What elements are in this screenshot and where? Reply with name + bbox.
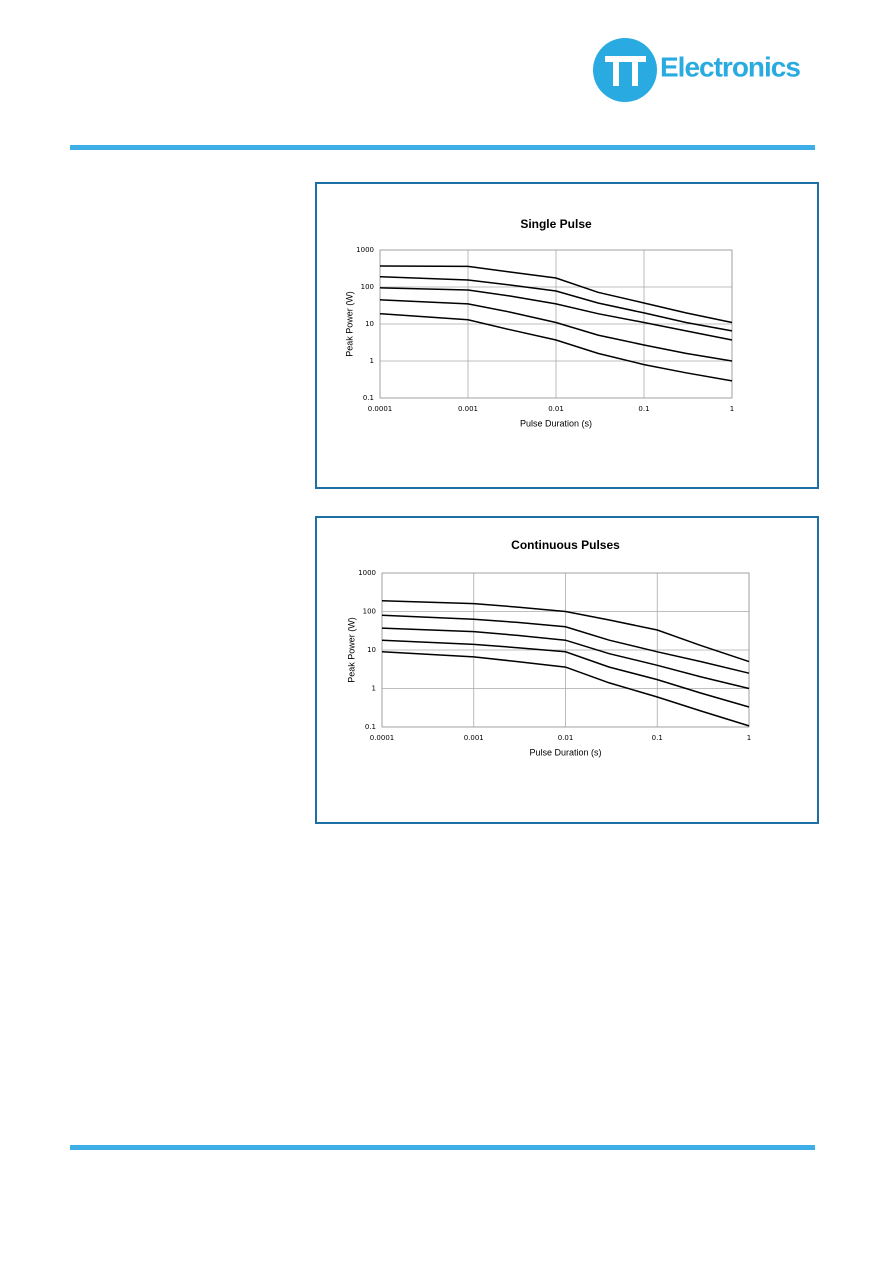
y-axis-label: Peak Power (W) [346,617,356,683]
chart-title: Continuous Pulses [511,538,620,552]
logo-glyph [605,56,646,86]
y-tick-label: 100 [361,283,374,291]
x-axis-label: Pulse Duration (s) [529,747,601,757]
footer-rule [70,1145,815,1150]
series-line [381,651,750,727]
y-tick-label: 1 [372,685,376,693]
logo-mark [593,38,657,102]
y-tick-label: 10 [367,646,376,654]
header-rule [70,145,815,150]
y-tick-label: 100 [363,608,376,616]
series-line [379,299,733,362]
x-tick-label: 0.1 [638,405,649,413]
y-tick-label: 10 [365,320,374,328]
chart-frame [315,182,819,489]
x-axis-label: Pulse Duration (s) [520,418,592,428]
x-tick-label: 0.01 [548,405,564,413]
y-tick-label: 1000 [358,569,376,577]
x-tick-label: 0.01 [558,734,574,742]
x-tick-label: 0.0001 [370,734,395,742]
plot-area [381,572,750,728]
plot-area [379,249,733,399]
series-line [379,287,733,341]
x-tick-label: 0.001 [458,405,478,413]
y-tick-label: 0.1 [363,394,374,402]
series-line [381,627,750,690]
series-line [379,265,733,324]
x-tick-label: 1 [747,734,751,742]
y-axis-label: Peak Power (W) [344,291,354,357]
x-tick-label: 0.0001 [368,405,393,413]
y-tick-label: 1 [370,357,374,365]
x-tick-label: 0.001 [464,734,484,742]
chart-frame [315,516,819,824]
logo-text: Electronics [660,51,800,82]
x-tick-label: 0.1 [652,734,663,742]
series-line [379,312,733,382]
x-tick-label: 1 [730,405,734,413]
y-tick-label: 0.1 [365,723,376,731]
series-line [379,275,733,332]
series-line [381,600,750,663]
chart-title: Single Pulse [520,217,592,231]
y-tick-label: 1000 [356,246,374,254]
series-line [381,639,750,708]
series-line [381,614,750,674]
